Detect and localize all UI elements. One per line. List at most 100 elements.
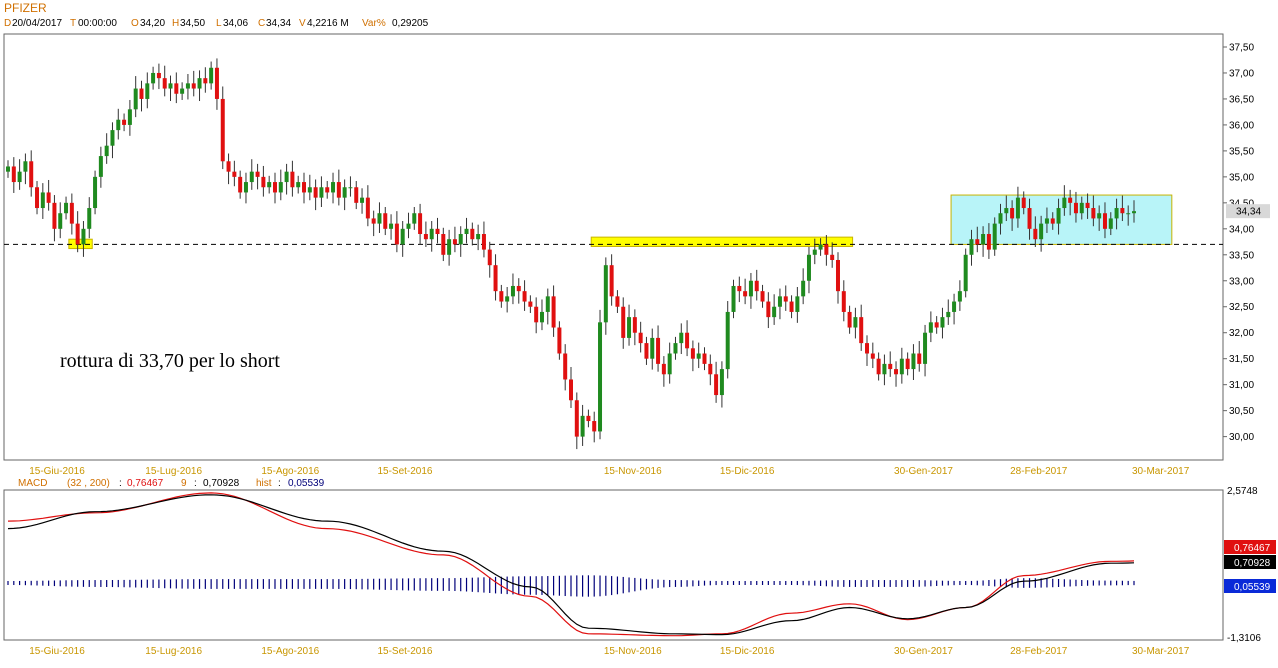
x-tick-label: 15-Giu-2016	[29, 466, 85, 477]
candle	[17, 159, 22, 190]
candle	[1015, 186, 1020, 228]
candle	[389, 214, 394, 240]
candle	[418, 203, 423, 245]
candle	[470, 222, 475, 246]
candle	[754, 269, 759, 301]
low-value: 34,06	[223, 18, 248, 29]
candle	[1027, 198, 1032, 240]
candle	[110, 122, 115, 159]
candle	[145, 72, 150, 109]
candle	[1056, 198, 1061, 235]
candle	[598, 309, 603, 440]
x-tick-label: 30-Gen-2017	[894, 466, 953, 477]
l-label: L	[216, 18, 222, 29]
candle	[1132, 200, 1136, 223]
price-tick-label: 36,00	[1229, 120, 1254, 131]
candle	[429, 221, 434, 252]
candle	[923, 324, 928, 377]
date-value: 20/04/2017	[12, 18, 62, 29]
candle	[348, 176, 353, 197]
candle	[928, 311, 933, 343]
candle	[888, 351, 893, 377]
candle	[673, 336, 678, 360]
candle	[603, 257, 608, 335]
price-tick-label: 37,00	[1229, 68, 1254, 79]
price-tick-label: 34,00	[1229, 224, 1254, 235]
candle	[249, 159, 254, 190]
candle	[435, 217, 440, 244]
candle	[406, 212, 411, 239]
candle	[539, 299, 544, 331]
macd-axis-bottom: -1,3106	[1227, 633, 1261, 644]
candle	[104, 133, 109, 164]
candle	[156, 63, 161, 90]
candle	[481, 221, 486, 258]
candle	[1073, 191, 1078, 223]
candle	[934, 316, 939, 334]
candle	[447, 229, 452, 266]
price-tick-label: 31,00	[1229, 380, 1254, 391]
candle	[226, 153, 231, 185]
candle	[302, 172, 307, 204]
candle	[841, 280, 846, 322]
candle	[714, 361, 719, 403]
candle	[795, 287, 800, 323]
candle	[319, 176, 324, 207]
candle	[1126, 205, 1131, 226]
var-label: Var%	[362, 18, 386, 29]
candle	[116, 108, 121, 140]
candle	[1120, 195, 1125, 222]
candle	[806, 247, 811, 294]
candle	[777, 288, 782, 320]
candle	[667, 342, 672, 384]
candle	[191, 70, 196, 97]
x-tick-label: 28-Feb-2017	[1010, 646, 1068, 657]
candle	[1004, 195, 1009, 222]
candle	[127, 99, 132, 136]
candle	[766, 292, 771, 329]
price-panel	[3, 33, 1224, 461]
candle	[412, 206, 417, 230]
candle	[1091, 195, 1096, 227]
signal-value: 0,70928	[203, 478, 240, 489]
candle	[441, 227, 446, 262]
candle	[185, 74, 190, 100]
x-axis-top: 15-Giu-2016 15-Lug-2016 15-Ago-2016 15-Set-…	[29, 466, 1189, 477]
macd-value-tags: 0,76467 0,70928 0,05539	[1224, 540, 1276, 593]
t-label: T	[70, 18, 76, 29]
last-price-tag: 34,34	[1226, 204, 1270, 219]
close-value: 34,34	[266, 18, 291, 29]
candle	[975, 226, 980, 253]
x-axis-bottom: 15-Giu-2016 15-Lug-2016 15-Ago-2016 15-Set-…	[29, 646, 1189, 657]
macd-value: 0,76467	[127, 478, 164, 489]
var-value: 0,29205	[392, 18, 429, 29]
last-price-label: 34,34	[1236, 207, 1261, 218]
candle	[493, 254, 498, 301]
candle	[899, 347, 904, 384]
candle	[464, 217, 469, 244]
candle	[394, 211, 399, 253]
h-label: H	[172, 18, 179, 29]
open-value: 34,20	[140, 18, 165, 29]
candle	[371, 210, 376, 237]
candle	[644, 336, 649, 365]
candle	[743, 278, 748, 305]
candle	[243, 172, 248, 204]
candle	[696, 342, 701, 369]
candle	[452, 226, 457, 253]
candle	[574, 392, 579, 450]
candle	[1021, 191, 1026, 215]
candle	[569, 367, 573, 409]
candle	[737, 276, 742, 303]
candle	[621, 297, 626, 349]
candle	[510, 273, 515, 305]
candle	[946, 299, 951, 325]
candle	[998, 203, 1003, 235]
candle	[615, 290, 620, 313]
signal-tag-label: 0,70928	[1234, 558, 1271, 569]
symbol-title: PFIZER	[4, 1, 47, 15]
candle	[917, 341, 922, 372]
candle	[232, 160, 237, 187]
candle	[46, 179, 51, 211]
candle	[296, 175, 301, 194]
